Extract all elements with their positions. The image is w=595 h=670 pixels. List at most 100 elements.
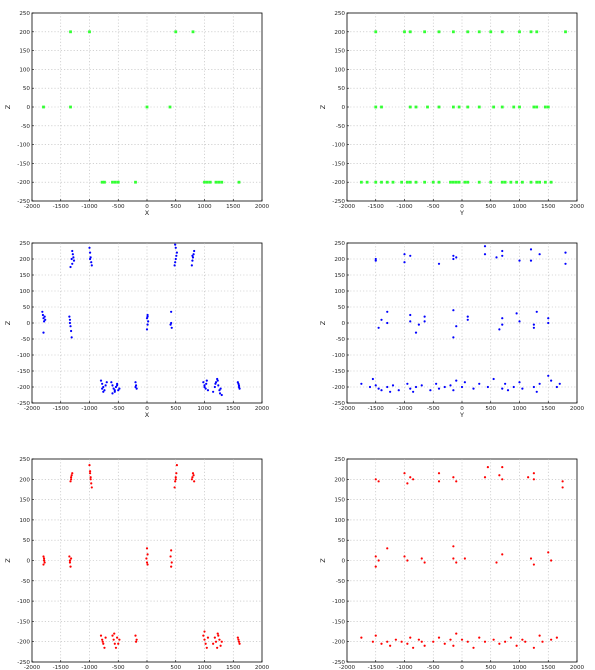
data-point [492,638,495,641]
data-point [385,180,389,184]
data-point [204,642,207,645]
data-point [42,331,45,334]
data-point [478,382,481,385]
data-point [111,392,114,395]
data-point [117,642,120,645]
data-point [477,180,481,184]
data-point [521,638,524,641]
data-point [550,559,553,562]
data-point [555,385,558,389]
data-point [558,382,561,385]
x-tick-label: -2000 [339,204,356,210]
data-point [423,30,427,34]
data-point [42,557,46,560]
data-point [70,476,73,479]
x-tick-label: 2000 [255,406,270,412]
data-point [68,321,72,325]
plot-frame [346,458,578,663]
data-point [454,180,458,184]
data-point [359,180,363,184]
data-point [501,466,504,469]
data-point [212,390,215,393]
y-tick-label: -250 [17,401,30,407]
x-tick-label: -1500 [53,204,70,210]
data-point [42,563,45,566]
data-point [205,646,208,649]
data-point [394,638,397,641]
data-point [193,249,196,253]
data-point [503,180,507,184]
y-tick-label: 50 [23,86,31,92]
data-point [495,561,498,564]
data-point [486,466,489,469]
data-point [538,253,541,256]
data-point [437,480,441,483]
y-tick-label: 200 [19,30,30,36]
data-point [380,389,383,392]
x-tick-label: 1500 [541,665,556,670]
data-point [455,632,458,635]
x-axis-label: Y [459,411,464,419]
x-tick-label: -1000 [396,665,413,670]
data-point [112,387,115,390]
data-point [103,180,106,184]
y-tick-label: -250 [332,199,345,205]
data-point [532,105,536,109]
data-point [501,249,504,253]
data-point [546,105,550,109]
data-point [417,323,420,326]
data-point [498,328,501,331]
data-point [380,105,383,109]
data-point [105,381,108,384]
data-point [69,30,72,34]
data-point [203,385,206,389]
plot-bottom-right: -2000 -1500 -1000 -500 0 500 1000 1500 2000-250-… [319,457,585,670]
data-point [104,384,107,387]
data-point [564,30,567,34]
x-tick-label: -1500 [368,665,385,670]
data-point [532,385,535,389]
data-point [116,180,120,184]
data-point [175,472,178,475]
data-point [238,642,241,645]
data-point [504,382,507,385]
data-point [374,259,377,262]
data-point [498,474,501,477]
data-point [437,30,441,34]
y-tick-label: -50 [336,579,346,585]
data-point [237,382,240,385]
data-point [409,636,412,639]
data-point [70,336,73,339]
x-axis-label: X [145,209,150,217]
data-point [518,30,521,34]
data-point [101,387,104,390]
data-point [406,482,409,485]
data-point [360,636,363,639]
data-point [412,478,415,481]
data-point [549,180,553,184]
data-point [486,385,489,389]
data-point [71,253,74,256]
y-tick-label: -200 [332,180,345,186]
x-tick-label: -1500 [368,204,385,210]
data-point [414,180,418,184]
y-tick-label: -50 [336,124,346,130]
data-point [412,390,415,393]
data-point [134,385,137,389]
data-point [489,30,493,34]
data-point [431,180,435,184]
data-point [174,476,177,479]
data-point [102,385,105,389]
y-tick-label: 50 [23,538,31,544]
data-point [72,256,75,259]
data-point [452,254,455,257]
data-point [532,646,535,649]
data-point [374,257,377,261]
data-point [43,561,46,564]
data-point [174,478,177,481]
data-point [437,180,441,184]
data-point [386,385,389,389]
y-tick-label: -50 [21,337,31,343]
y-tick-label: -200 [17,180,30,186]
y-tick-label: 200 [19,477,30,483]
